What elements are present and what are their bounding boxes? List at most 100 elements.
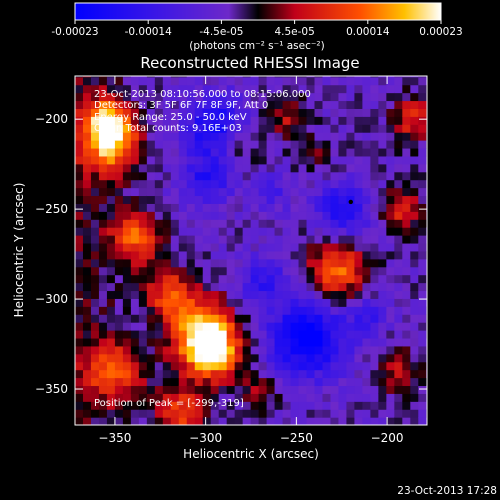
heatmap-pixel <box>314 227 324 236</box>
heatmap-pixel <box>362 385 371 394</box>
heatmap-pixel <box>402 282 411 292</box>
colorbar-unit-label: (photons cm⁻² s⁻¹ asec⁻²) <box>189 40 324 52</box>
heatmap-pixel <box>82 266 92 276</box>
heatmap-pixel <box>306 337 316 347</box>
heatmap-pixel <box>370 322 379 331</box>
heatmap-pixel <box>130 306 140 315</box>
heatmap-pixel <box>378 76 387 86</box>
heatmap-pixel <box>186 242 196 252</box>
heatmap-pixel <box>314 132 324 141</box>
heatmap-pixel <box>274 147 284 157</box>
heatmap-pixel <box>130 250 140 260</box>
heatmap-pixel <box>330 282 340 292</box>
heatmap-pixel <box>114 258 124 268</box>
heatmap-pixel <box>106 171 116 181</box>
heatmap-pixel <box>330 132 340 141</box>
heatmap-pixel <box>354 330 364 339</box>
heatmap-pixel <box>418 163 427 173</box>
heatmap-pixel <box>186 298 196 307</box>
heatmap-pixel <box>138 369 148 379</box>
heatmap-pixel <box>250 211 260 220</box>
heatmap-pixel <box>186 401 196 410</box>
heatmap-pixel <box>202 258 212 268</box>
heatmap-pixel <box>202 337 212 347</box>
heatmap-pixel <box>202 290 212 299</box>
heatmap-pixel <box>274 187 284 197</box>
heatmap-pixel <box>130 187 140 197</box>
heatmap-pixel <box>298 116 308 125</box>
heatmap-pixel <box>418 147 427 157</box>
heatmap-pixel <box>75 203 84 212</box>
heatmap-pixel <box>346 345 356 355</box>
heatmap-pixel <box>250 361 260 371</box>
heatmap-pixel <box>218 393 228 402</box>
heatmap-pixel <box>394 155 403 165</box>
heatmap-pixel <box>370 84 379 94</box>
heatmap-pixel <box>386 417 395 425</box>
heatmap-pixel <box>162 353 172 363</box>
heatmap-pixel <box>178 314 188 323</box>
heatmap-pixel <box>306 163 316 173</box>
colorbar-tick-label: -4.5e-05 <box>199 26 243 38</box>
heatmap-pixel <box>122 361 132 371</box>
heatmap-pixel <box>170 227 180 236</box>
heatmap-pixel <box>306 290 316 299</box>
heatmap-pixel <box>402 155 411 165</box>
heatmap-pixel <box>138 108 148 117</box>
heatmap-pixel <box>258 377 268 387</box>
heatmap-pixel <box>378 250 387 260</box>
heatmap-pixel <box>146 250 156 260</box>
heatmap-pixel <box>90 314 100 323</box>
heatmap-pixel <box>346 92 356 102</box>
heatmap-pixel <box>418 108 427 117</box>
heatmap-pixel <box>162 76 172 78</box>
heatmap-pixel <box>122 163 132 173</box>
heatmap-pixel <box>338 171 348 181</box>
heatmap-pixel <box>194 314 204 323</box>
heatmap-pixel <box>426 108 427 117</box>
heatmap-pixel <box>418 250 427 260</box>
heatmap-pixel <box>298 211 308 220</box>
heatmap-pixel <box>242 92 252 102</box>
heatmap-pixel <box>290 187 300 197</box>
heatmap-pixel <box>354 345 364 355</box>
heatmap-pixel <box>338 282 348 292</box>
heatmap-pixel <box>378 266 387 276</box>
heatmap-pixel <box>75 353 84 363</box>
heatmap-pixel <box>226 108 236 117</box>
heatmap-pixel <box>170 274 180 284</box>
heatmap-pixel <box>186 187 196 197</box>
heatmap-pixel <box>154 353 164 363</box>
heatmap-pixel <box>258 258 268 268</box>
heatmap-pixel <box>322 250 332 260</box>
heatmap-pixel <box>210 116 220 125</box>
heatmap-pixel <box>130 314 140 323</box>
heatmap-pixel <box>290 179 300 189</box>
heatmap-pixel <box>242 306 252 315</box>
heatmap-pixel <box>322 274 332 284</box>
heatmap-pixel <box>242 155 252 165</box>
heatmap-pixel <box>410 369 419 379</box>
heatmap-pixel <box>354 314 364 323</box>
heatmap-pixel <box>362 282 371 292</box>
heatmap-pixel <box>386 274 395 284</box>
heatmap-pixel <box>330 401 340 410</box>
heatmap-pixel <box>114 409 124 418</box>
heatmap-pixel <box>354 92 364 102</box>
heatmap-pixel <box>202 369 212 379</box>
heatmap-pixel <box>90 179 100 189</box>
heatmap-pixel <box>266 92 276 102</box>
heatmap-pixel <box>106 211 116 220</box>
heatmap-pixel <box>130 100 140 109</box>
heatmap-pixel <box>130 227 140 236</box>
heatmap-pixel <box>90 219 100 228</box>
heatmap-pixel <box>82 306 92 315</box>
heatmap-pixel <box>202 227 212 236</box>
heatmap-pixel <box>170 337 180 347</box>
heatmap-pixel <box>426 195 427 204</box>
heatmap-pixel <box>106 124 116 133</box>
heatmap-pixel <box>354 369 364 379</box>
heatmap-pixel <box>370 377 379 387</box>
heatmap-pixel <box>362 345 371 355</box>
heatmap-pixel <box>130 179 140 189</box>
